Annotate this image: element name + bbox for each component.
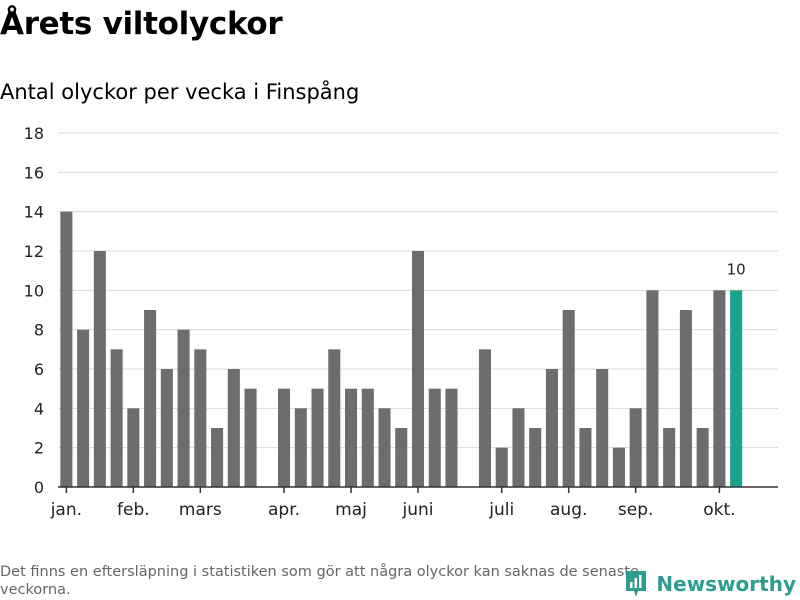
x-tick-label: maj bbox=[335, 500, 367, 520]
bar bbox=[679, 310, 692, 487]
bar bbox=[411, 251, 425, 487]
bar bbox=[328, 349, 341, 487]
x-tick-label: okt. bbox=[703, 500, 735, 520]
bar bbox=[696, 428, 709, 487]
chart-subtitle: Antal olyckor per vecka i Finspång bbox=[0, 80, 360, 104]
x-tick-label: juli bbox=[488, 500, 514, 520]
bar bbox=[730, 290, 743, 487]
bar bbox=[428, 388, 441, 487]
bar bbox=[529, 428, 542, 487]
bar bbox=[227, 369, 240, 487]
bar bbox=[713, 290, 726, 487]
x-tick-label: juni bbox=[402, 500, 434, 520]
bar bbox=[395, 428, 408, 487]
y-tick-label: 6 bbox=[34, 360, 44, 379]
y-tick-label: 18 bbox=[24, 124, 44, 143]
bar bbox=[495, 447, 508, 487]
newsworthy-logo-icon bbox=[626, 571, 647, 597]
bar bbox=[211, 428, 224, 487]
y-tick-label: 16 bbox=[24, 163, 44, 182]
footnote: Det finns en eftersläpning i statistiken… bbox=[0, 564, 639, 598]
bar bbox=[177, 329, 190, 487]
bar bbox=[579, 428, 592, 487]
bar bbox=[361, 388, 374, 487]
bar bbox=[545, 369, 558, 487]
bar bbox=[562, 310, 575, 487]
bar bbox=[160, 369, 173, 487]
bar bbox=[93, 251, 106, 487]
x-tick-label: jan. bbox=[50, 500, 82, 520]
bar bbox=[294, 408, 307, 487]
bar bbox=[127, 408, 140, 487]
x-tick-label: aug. bbox=[550, 500, 587, 520]
bar bbox=[378, 408, 391, 487]
y-tick-label: 2 bbox=[34, 439, 44, 458]
y-tick-label: 14 bbox=[24, 203, 44, 222]
bar bbox=[110, 349, 123, 487]
y-tick-label: 4 bbox=[34, 399, 44, 418]
bar bbox=[278, 388, 291, 487]
bar bbox=[512, 408, 525, 487]
bar-chart: 0 2 4 6 8 10 12 14 16 18 10 jan. feb. mars apr. maj juni… bbox=[24, 124, 778, 520]
page-title: Årets viltolyckor bbox=[0, 6, 283, 42]
bar bbox=[311, 388, 324, 487]
bar bbox=[445, 388, 458, 487]
bar bbox=[77, 329, 90, 487]
bar bbox=[60, 211, 73, 487]
bar bbox=[646, 290, 659, 487]
x-tick-label: feb. bbox=[117, 500, 150, 520]
bar bbox=[478, 349, 492, 487]
x-tick-label: sep. bbox=[618, 500, 654, 520]
y-tick-label: 8 bbox=[34, 321, 44, 340]
x-tick-label: mars bbox=[179, 500, 222, 520]
bar bbox=[629, 408, 642, 487]
bar bbox=[663, 428, 676, 487]
bar bbox=[244, 388, 257, 487]
brand-name: Newsworthy bbox=[656, 572, 796, 596]
data-label: 10 bbox=[727, 260, 746, 278]
y-tick-label: 10 bbox=[24, 281, 44, 300]
bar bbox=[194, 349, 207, 487]
x-tick-label: apr. bbox=[268, 500, 300, 520]
y-tick-label: 0 bbox=[34, 478, 44, 497]
bar bbox=[144, 310, 157, 487]
brand-logo[interactable]: Newsworthy bbox=[624, 568, 796, 600]
bar bbox=[596, 369, 609, 487]
bar bbox=[344, 388, 358, 487]
y-tick-label: 12 bbox=[24, 242, 44, 261]
bar bbox=[612, 447, 625, 487]
